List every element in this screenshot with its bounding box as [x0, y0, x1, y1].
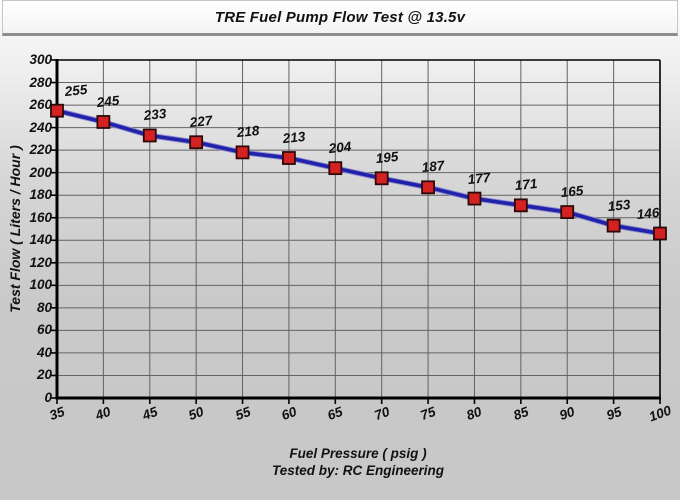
- data-point-marker: [282, 151, 296, 165]
- data-point-marker: [142, 128, 157, 143]
- y-tick-label: 280: [29, 74, 52, 90]
- data-point-marker: [513, 198, 528, 213]
- y-tick-label: 0: [44, 390, 52, 405]
- data-point-label: 171: [513, 176, 538, 194]
- y-tick-label: 20: [36, 367, 52, 383]
- x-axis-title: Fuel Pressure ( psig ): [289, 446, 427, 461]
- data-point-marker: [421, 180, 435, 195]
- y-tick-label: 260: [29, 97, 52, 113]
- data-point-label: 187: [421, 158, 446, 176]
- data-point-marker: [189, 135, 204, 150]
- data-point-label: 165: [560, 182, 585, 201]
- y-tick-label: 40: [36, 344, 52, 360]
- data-point-label: 218: [235, 123, 260, 141]
- series-line: [56, 108, 661, 236]
- chart-title-bar: TRE Fuel Pump Flow Test @ 13.5v: [2, 0, 678, 36]
- data-point-label: 245: [96, 92, 121, 111]
- data-point-marker: [467, 191, 482, 206]
- y-tick-label: 140: [29, 232, 52, 248]
- data-point-label: 227: [189, 113, 214, 131]
- data-point-label: 233: [142, 106, 167, 124]
- data-point-marker: [50, 103, 64, 118]
- y-tick-label: 180: [29, 187, 52, 203]
- y-tick-label: 220: [29, 142, 52, 158]
- data-point-marker: [96, 115, 111, 129]
- data-point-label: 195: [374, 149, 399, 167]
- data-point-label: 153: [606, 196, 631, 214]
- y-tick-label: 160: [29, 209, 52, 225]
- data-point-marker: [328, 161, 343, 176]
- y-tick-label: 80: [36, 299, 52, 315]
- y-tick-label: 120: [29, 254, 52, 270]
- footer-text: Tested by: RC Engineering: [271, 463, 445, 478]
- y-tick-label: 60: [36, 322, 52, 338]
- y-tick-label: 100: [29, 277, 52, 293]
- data-point-label: 213: [281, 128, 306, 147]
- y-tick-label: 300: [29, 52, 52, 67]
- y-tick-label: 200: [29, 164, 52, 180]
- data-point-label: 204: [328, 139, 353, 157]
- chart-title: TRE Fuel Pump Flow Test @ 13.5v: [214, 8, 466, 26]
- data-point-marker: [606, 218, 621, 233]
- data-point-marker: [374, 171, 389, 186]
- data-point-label: 146: [636, 204, 660, 222]
- data-point-label: 177: [467, 169, 492, 187]
- data-point-marker: [560, 205, 575, 220]
- data-point-label: 255: [64, 81, 88, 99]
- data-point-marker: [653, 226, 667, 241]
- data-point-marker: [235, 145, 250, 160]
- y-tick-label: 240: [29, 119, 52, 135]
